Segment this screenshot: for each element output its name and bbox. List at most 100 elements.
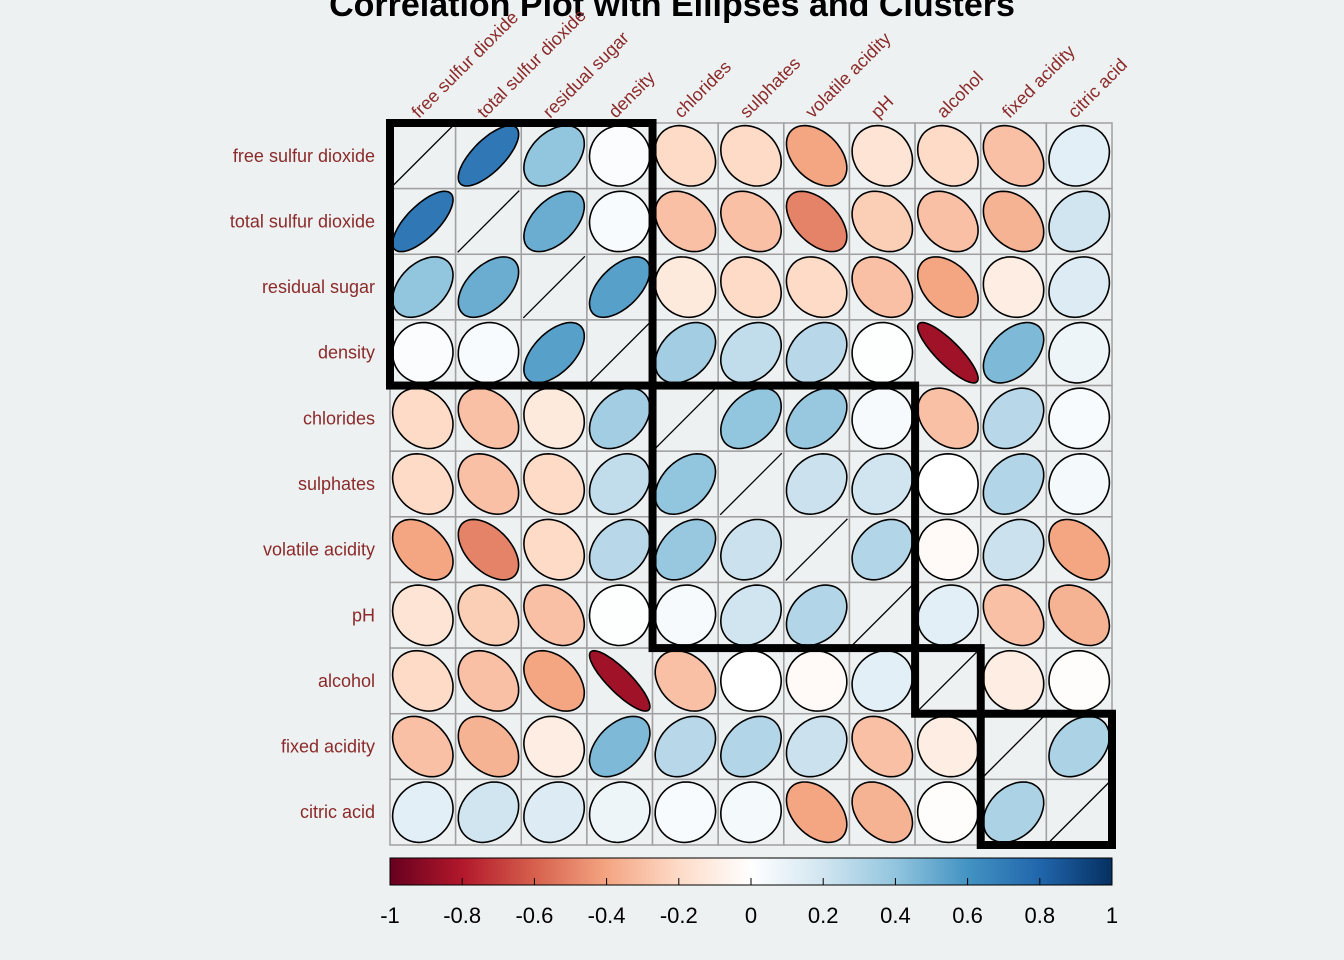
column-label: chlorides bbox=[670, 57, 735, 122]
corr-ellipse bbox=[457, 452, 520, 516]
corr-ellipse bbox=[1048, 452, 1111, 516]
corr-ellipse bbox=[851, 649, 914, 712]
corr-ellipse bbox=[588, 256, 651, 319]
corr-ellipse bbox=[982, 387, 1045, 450]
corr-cell bbox=[848, 253, 916, 321]
corr-ellipse bbox=[457, 321, 520, 384]
corr-ellipse bbox=[982, 190, 1045, 253]
corr-cell bbox=[783, 319, 851, 387]
corr-cell bbox=[520, 319, 588, 387]
corr-ellipse bbox=[719, 190, 783, 253]
corr-cell bbox=[651, 712, 719, 781]
row-label: citric acid bbox=[300, 802, 375, 822]
corr-ellipse bbox=[916, 387, 979, 450]
corr-cell bbox=[454, 516, 523, 584]
colorbar-tick-label: 0.2 bbox=[808, 903, 839, 928]
corr-cell bbox=[848, 122, 916, 190]
diagonal-mark bbox=[916, 649, 980, 713]
corr-cell bbox=[389, 253, 457, 321]
corr-cell bbox=[979, 187, 1048, 256]
colorbar-tick-label: 0.8 bbox=[1025, 903, 1056, 928]
corr-ellipse bbox=[851, 256, 914, 319]
corr-ellipse bbox=[523, 321, 586, 384]
corr-ellipse bbox=[457, 518, 520, 581]
cluster-rectangle bbox=[386, 119, 657, 390]
corr-cell bbox=[914, 253, 982, 321]
colorbar-tick-label: 0.4 bbox=[880, 903, 911, 928]
corr-cell bbox=[586, 253, 654, 321]
corr-cell bbox=[651, 581, 719, 649]
corr-ellipse bbox=[391, 256, 454, 319]
corr-cell bbox=[389, 712, 457, 781]
corr-cell bbox=[979, 516, 1048, 584]
corr-ellipse bbox=[588, 452, 651, 516]
colorbar-tick-label: 0.6 bbox=[952, 903, 983, 928]
chart-title: Correlation Plot with Ellipses and Clust… bbox=[329, 0, 1015, 24]
corr-ellipse bbox=[719, 387, 783, 450]
corr-cell bbox=[651, 122, 719, 190]
corr-ellipse bbox=[391, 649, 454, 712]
corr-cell bbox=[520, 450, 588, 518]
corr-cell bbox=[454, 384, 523, 452]
diagonal-mark bbox=[785, 518, 848, 581]
row-label: density bbox=[318, 343, 375, 363]
corr-cell bbox=[651, 384, 719, 452]
row-label: pH bbox=[352, 605, 375, 625]
corr-cell bbox=[979, 581, 1048, 649]
diagonal-mark bbox=[982, 715, 1045, 778]
corr-cell bbox=[1045, 647, 1113, 715]
corr-cell bbox=[586, 647, 654, 715]
column-label: free sulfur dioxide bbox=[408, 7, 523, 122]
corr-cell bbox=[520, 647, 588, 715]
corr-cell bbox=[520, 712, 588, 781]
diagonal-mark bbox=[457, 190, 520, 253]
corr-cell bbox=[1045, 384, 1113, 452]
corr-cell bbox=[586, 319, 654, 387]
corr-ellipse bbox=[654, 518, 717, 581]
cluster-rectangle bbox=[648, 381, 920, 653]
corr-ellipse bbox=[916, 518, 979, 581]
corr-ellipse bbox=[654, 321, 717, 384]
corr-cell bbox=[520, 384, 588, 452]
corr-ellipse bbox=[523, 124, 586, 187]
corr-ellipse bbox=[785, 649, 848, 712]
corr-ellipse bbox=[588, 584, 651, 647]
corr-ellipse bbox=[523, 518, 586, 581]
diagonal-mark bbox=[391, 124, 455, 188]
colorbar-tick-label: -0.6 bbox=[515, 903, 553, 928]
row-label: chlorides bbox=[303, 408, 375, 428]
corr-cell bbox=[848, 319, 916, 387]
corr-cell bbox=[1045, 187, 1113, 256]
corr-cell bbox=[783, 450, 851, 518]
corr-cell bbox=[389, 187, 457, 256]
corr-cell bbox=[783, 122, 851, 190]
corr-cell bbox=[651, 647, 719, 715]
corr-ellipse bbox=[654, 124, 717, 187]
row-label: alcohol bbox=[318, 671, 375, 691]
corr-cell bbox=[914, 516, 982, 584]
corr-ellipse bbox=[916, 256, 979, 319]
corr-ellipse bbox=[391, 518, 454, 581]
corr-ellipse bbox=[982, 452, 1045, 516]
corr-ellipse bbox=[588, 649, 651, 712]
corr-cell bbox=[717, 384, 785, 452]
corr-ellipse bbox=[457, 649, 520, 712]
corr-ellipse bbox=[916, 124, 979, 187]
corr-ellipse bbox=[588, 387, 651, 450]
corr-ellipse bbox=[1048, 584, 1111, 647]
corr-ellipse bbox=[719, 781, 783, 844]
corr-cell bbox=[1045, 581, 1113, 649]
corr-ellipse bbox=[457, 256, 520, 319]
corr-cell bbox=[586, 384, 654, 452]
corr-cell bbox=[586, 778, 654, 846]
corr-cell bbox=[389, 778, 457, 846]
corr-cell bbox=[914, 450, 982, 518]
corr-cell bbox=[848, 516, 916, 584]
corr-ellipse bbox=[1048, 518, 1111, 581]
corr-ellipse bbox=[851, 715, 914, 778]
corr-ellipse bbox=[588, 715, 651, 778]
corr-ellipse bbox=[851, 781, 914, 844]
corr-cell bbox=[651, 253, 719, 321]
